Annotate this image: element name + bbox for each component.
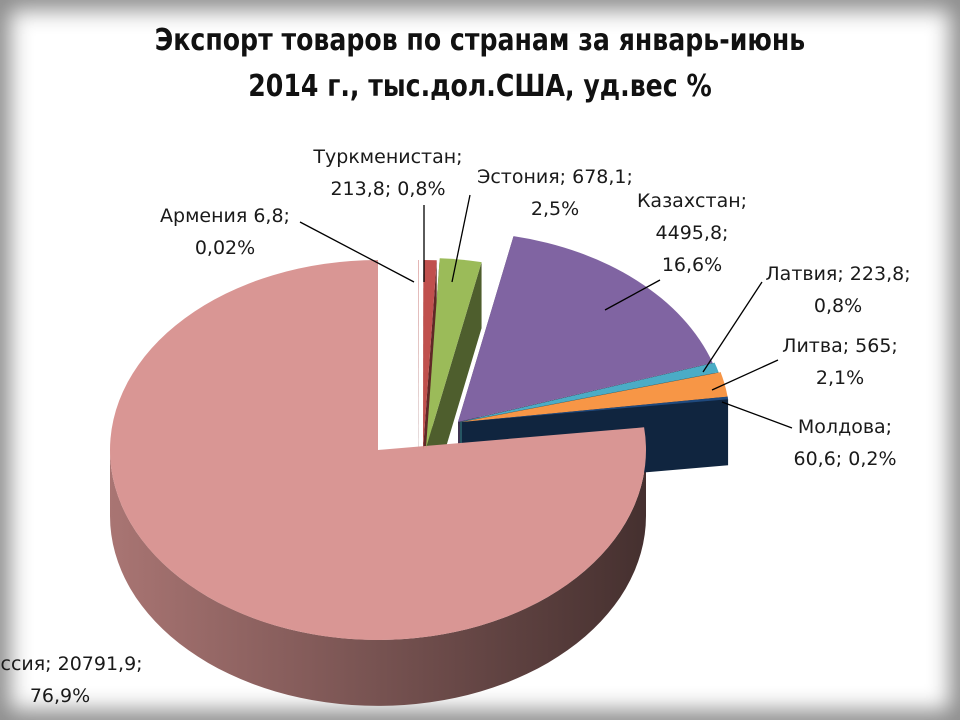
data-label-россия: Россия; 20791,9; [0,653,143,675]
leader-line-армения [299,221,415,283]
data-label-молдова: Молдова; [798,416,892,438]
data-label-латвия: Латвия; 223,8; [765,263,910,285]
data-label-молдова: 60,6; 0,2% [793,448,896,470]
leader-line-латвия [702,281,763,373]
chart-title: Экспорт товаров по странам за январь-июн… [77,18,883,110]
pie-slice-молдова [462,396,729,422]
chart-title-line-2: 2014 г., тыс.дол.США, уд.вес % [248,69,712,104]
data-label-россия: 76,9% [30,685,90,707]
leader-line-эстония [451,194,471,283]
data-label-казахстан: 4495,8; [656,222,729,244]
pie-slice-россия [109,260,646,641]
leader-line-казахстан [604,279,661,311]
pie-slice-эстония [426,258,482,448]
leader-line-молдова [721,401,793,429]
leader-line-литва [711,359,779,391]
pie-slice-латвия [460,362,719,422]
pie-side-россия [110,450,646,706]
pie-tops [109,236,729,641]
pie-slice-туркменистан [423,260,437,450]
data-label-латвия: 0,8% [814,295,862,317]
data-label-армения: Армения 6,8; [160,205,290,227]
data-label-литва: 2,1% [816,367,864,389]
leader-lines [299,194,793,429]
data-label-эстония: Эстония; 678,1; [477,166,633,188]
pie-slice-литва [462,372,728,422]
pie-slice-казахстан [458,236,713,422]
data-label-казахстан: 16,6% [662,254,722,276]
chart-title-line-1: Экспорт товаров по странам за январь-июн… [154,23,806,58]
data-label-литва: Литва; 565; [782,335,898,357]
data-labels: Армения 6,8; 0,02% Туркменистан; 213,8; 0,8… [0,146,911,707]
data-label-туркменистан: 213,8; 0,8% [330,178,445,200]
data-label-туркменистан: Туркменистан; [312,146,462,168]
data-label-казахстан: Казахстан; [637,190,747,212]
data-label-армения: 0,02% [195,237,255,259]
data-label-эстония: 2,5% [531,198,579,220]
